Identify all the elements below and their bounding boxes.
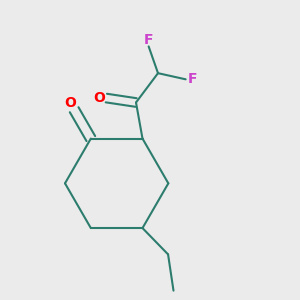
Text: F: F <box>188 72 198 86</box>
Text: O: O <box>64 95 76 110</box>
Text: F: F <box>144 33 153 47</box>
Text: O: O <box>94 91 106 105</box>
